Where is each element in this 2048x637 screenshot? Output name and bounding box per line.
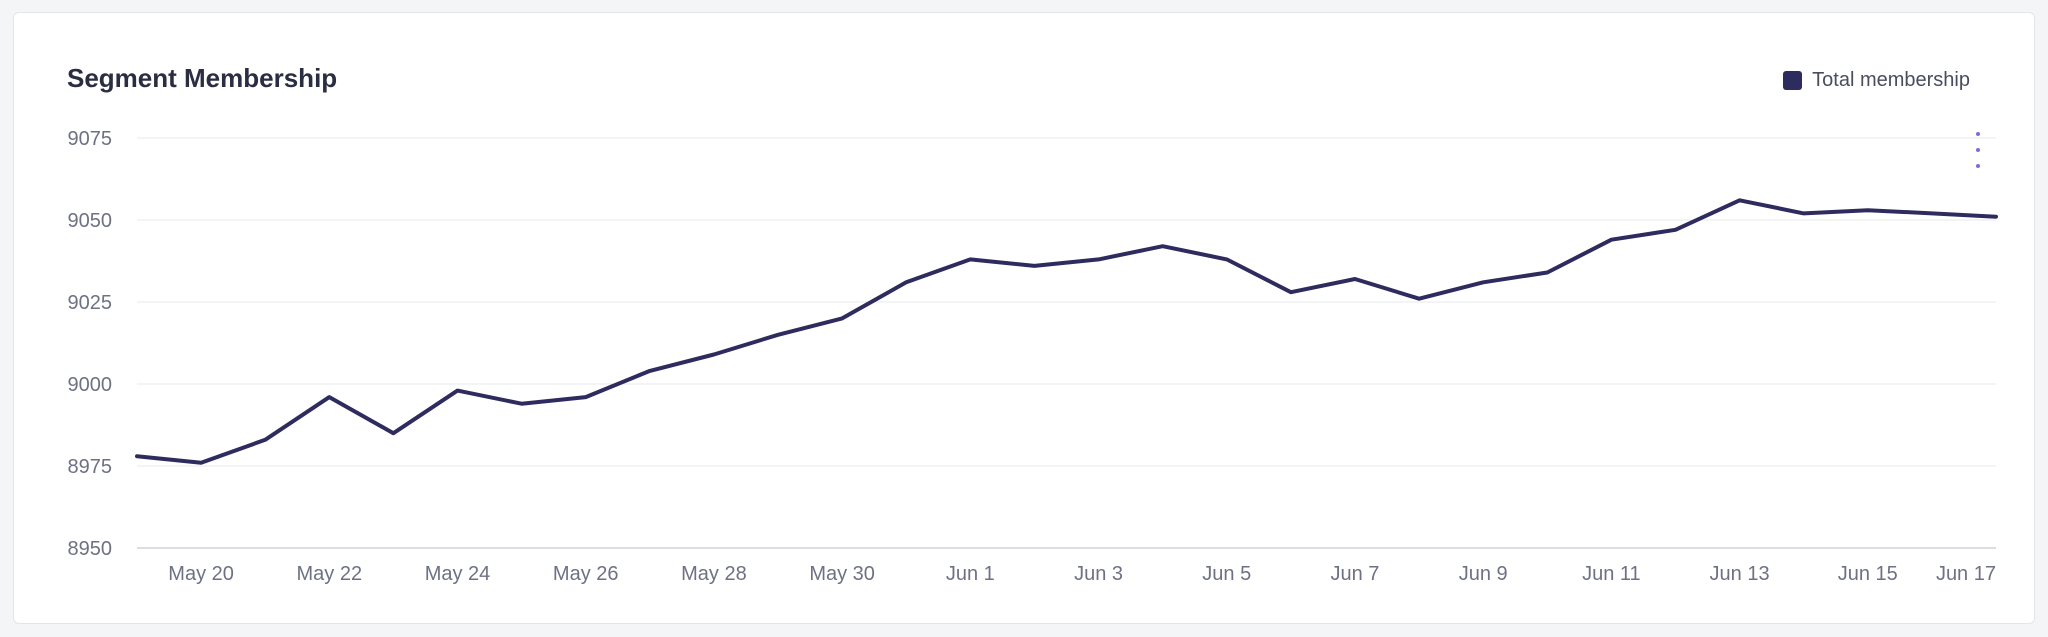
x-tick-label: May 28 (681, 563, 747, 585)
x-tick-label: Jun 1 (946, 563, 995, 585)
y-tick-label: 9025 (68, 292, 113, 314)
y-tick-label: 8975 (68, 456, 113, 478)
legend-label: Total membership (1812, 69, 1970, 91)
more-vertical-icon[interactable] (1966, 132, 1990, 168)
x-tick-label: Jun 13 (1710, 563, 1770, 585)
x-axis: May 20 May 22 May 24 May 26 May 28 May 30 Jun … (168, 563, 1996, 585)
chart-title: Segment Membership (67, 63, 338, 93)
x-tick-label: May 20 (168, 563, 234, 585)
gridlines (137, 137, 1996, 549)
y-tick-label: 9000 (68, 374, 113, 396)
x-tick-label: Jun 15 (1838, 563, 1898, 585)
x-tick-label: Jun 11 (1582, 563, 1641, 585)
x-tick-label: May 24 (425, 563, 491, 585)
x-tick-label: May 26 (553, 563, 619, 585)
y-tick-label: 9050 (68, 210, 113, 232)
x-tick-label: May 30 (809, 563, 875, 585)
menu-dot (1976, 148, 1980, 152)
y-tick-label: 9075 (68, 128, 113, 150)
x-tick-label: May 22 (297, 563, 363, 585)
x-tick-label: Jun 9 (1459, 563, 1508, 585)
x-tick-label: Jun 3 (1074, 563, 1123, 585)
series-line-total-membership[interactable] (135, 198, 1998, 465)
menu-dot (1976, 132, 1980, 136)
x-tick-label: Jun 7 (1330, 563, 1379, 585)
legend[interactable]: Total membership (1783, 69, 1970, 92)
x-tick-label: Jun 5 (1202, 563, 1251, 585)
y-tick-label: 8950 (68, 538, 113, 560)
y-axis: 8950 8975 9000 9025 9050 9075 (68, 128, 113, 560)
x-tick-label: Jun 17 (1936, 563, 1996, 585)
chart-card: Segment Membership Total membership (13, 12, 2035, 624)
series-lines (135, 198, 1998, 465)
legend-swatch (1783, 71, 1803, 90)
menu-dot (1976, 164, 1980, 168)
